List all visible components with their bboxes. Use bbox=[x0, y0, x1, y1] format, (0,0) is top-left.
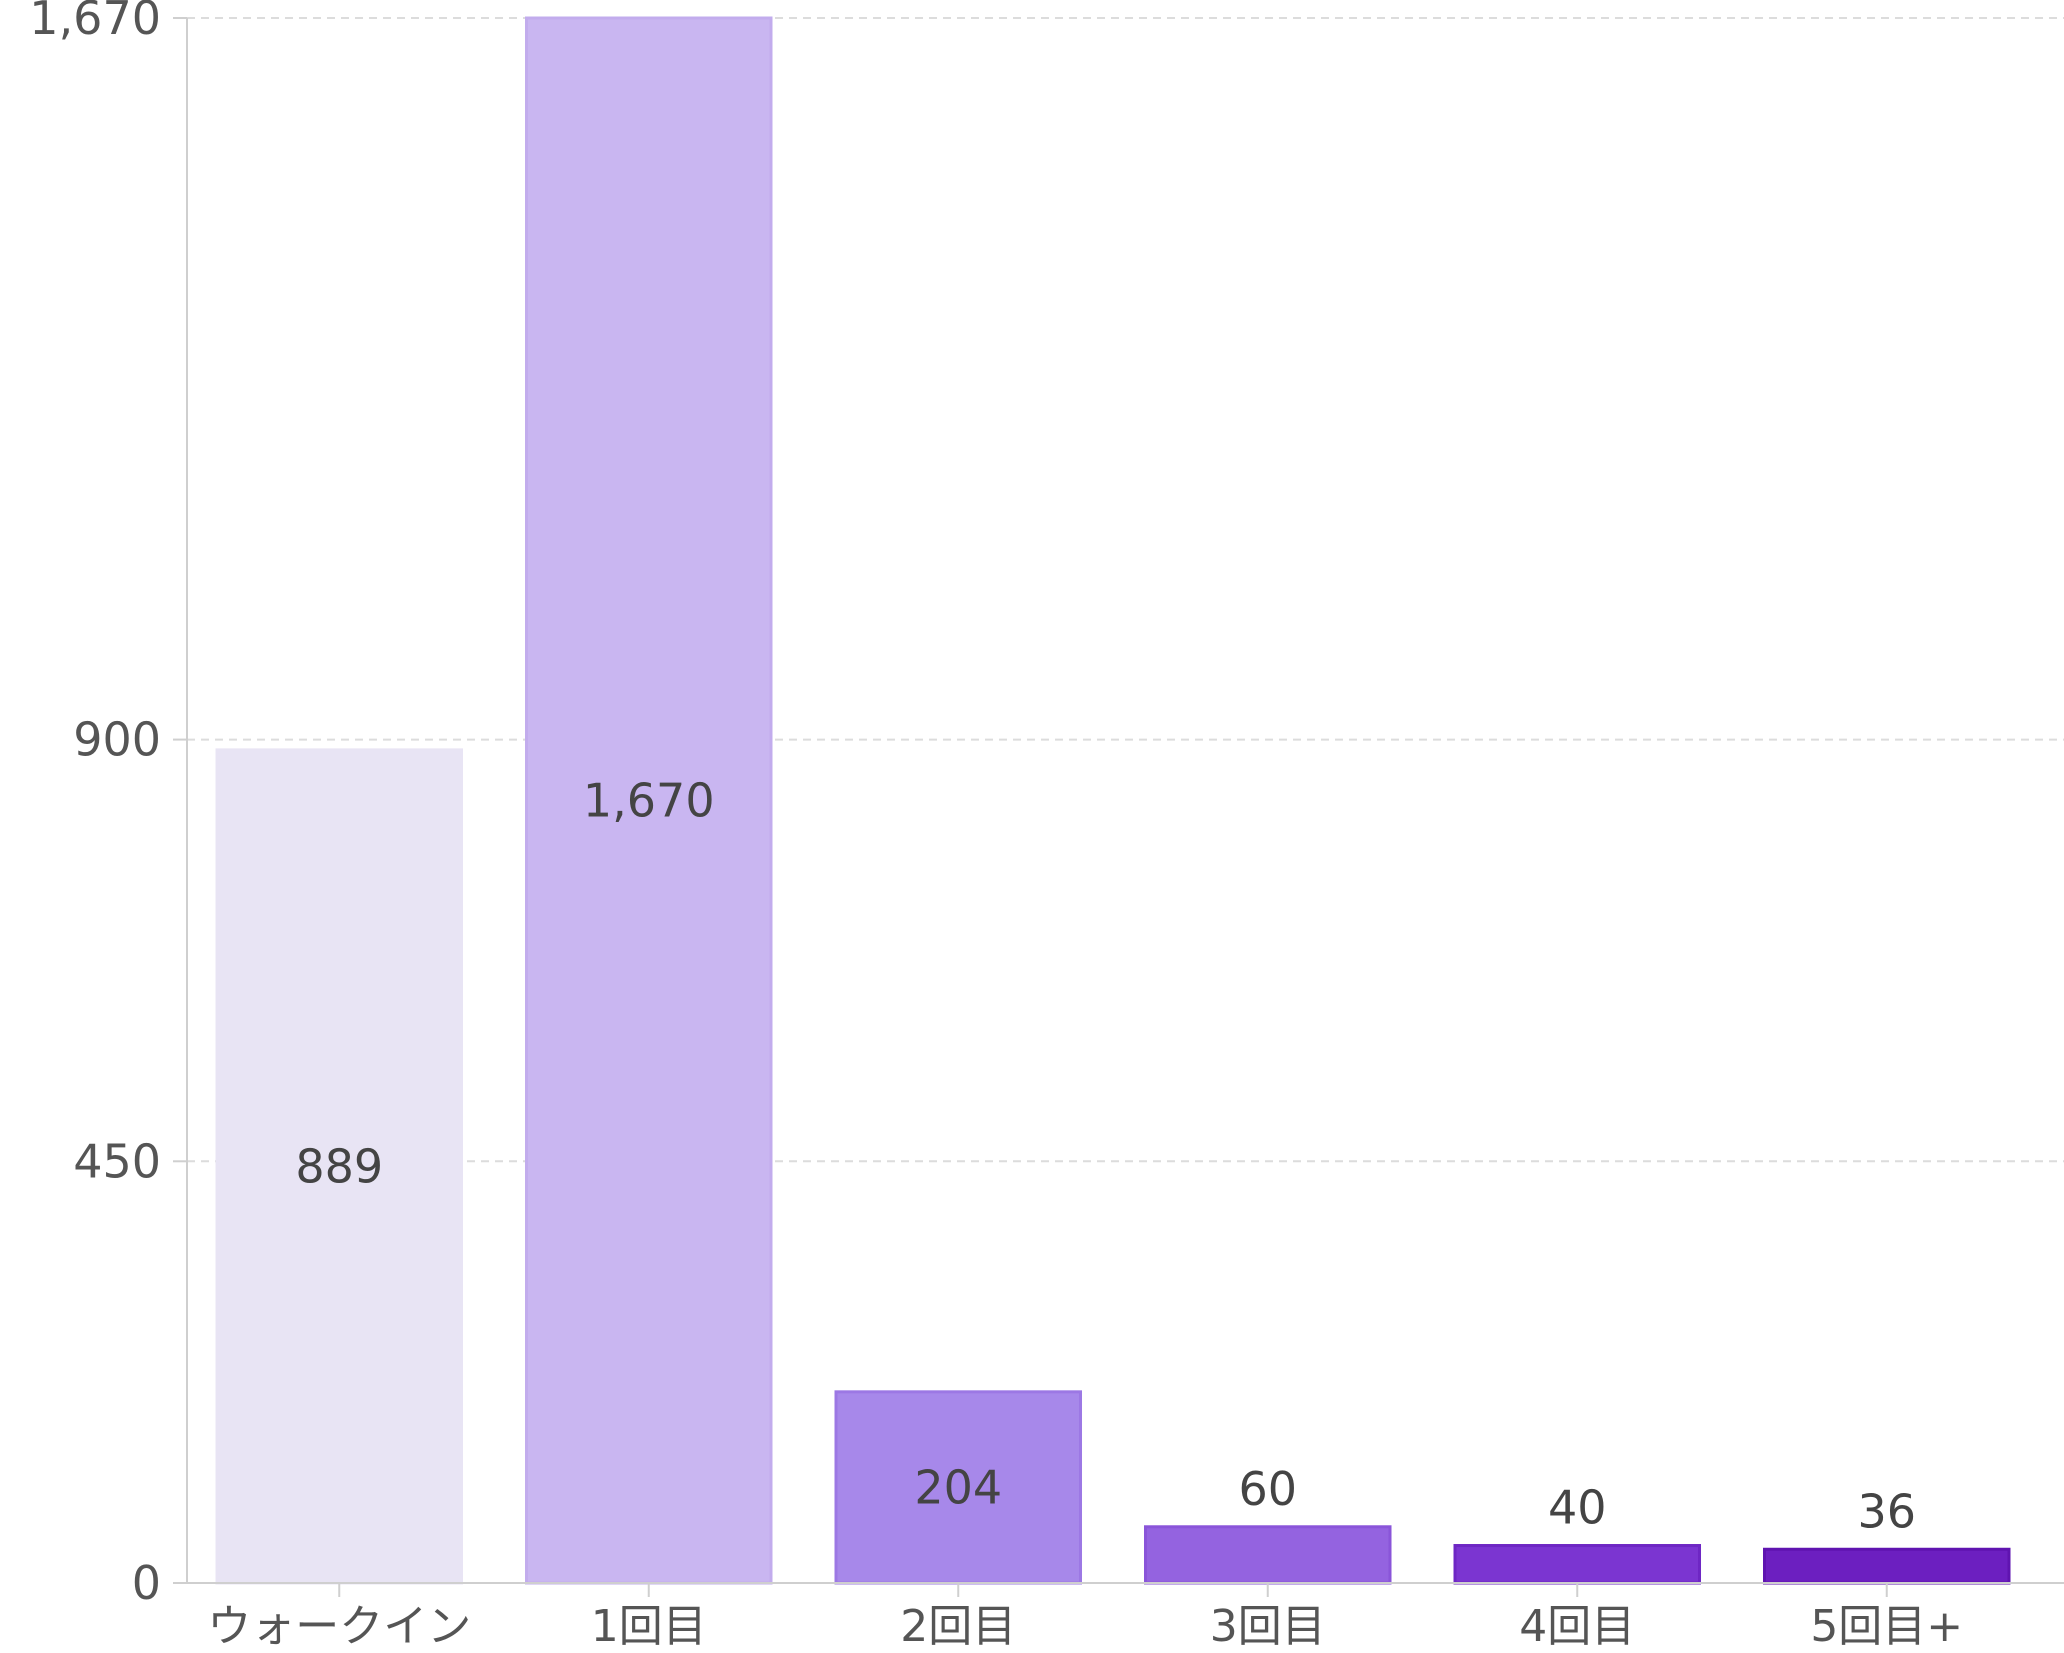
x-category-label: 3回目 bbox=[1210, 1601, 1326, 1649]
bar[interactable] bbox=[1144, 1525, 1392, 1585]
x-category-label: 4回目 bbox=[1519, 1601, 1635, 1649]
x-category-label: 2回目 bbox=[900, 1601, 1016, 1649]
bar[interactable] bbox=[1453, 1544, 1702, 1585]
y-tick-label: 1,670 bbox=[29, 0, 161, 45]
x-category-label: 1回目 bbox=[591, 1601, 707, 1649]
x-category-label: ウォークイン bbox=[207, 1601, 471, 1649]
bar[interactable] bbox=[834, 1390, 1083, 1585]
data-label: 204 bbox=[914, 1460, 1002, 1514]
data-label: 60 bbox=[1238, 1462, 1297, 1516]
y-tick-label: 900 bbox=[73, 713, 161, 767]
bar[interactable] bbox=[525, 16, 773, 1585]
bars bbox=[215, 16, 2011, 1585]
data-label: 1,670 bbox=[583, 774, 715, 828]
grid-lines bbox=[187, 17, 2064, 1163]
data-label: 889 bbox=[295, 1139, 383, 1193]
labels: 0 450 900 1,670 ウォークイン 889 1回目 1,670 2回目 204 3回目 60… bbox=[29, 0, 1963, 1652]
bar[interactable] bbox=[215, 748, 464, 1585]
y-tick-label: 0 bbox=[132, 1556, 161, 1610]
data-label: 36 bbox=[1857, 1484, 1916, 1538]
data-label: 40 bbox=[1548, 1481, 1607, 1535]
y-tick-label: 450 bbox=[73, 1134, 161, 1188]
axes bbox=[173, 17, 2064, 1597]
bar[interactable] bbox=[1763, 1547, 2011, 1585]
x-category-label: 5回目+ bbox=[1810, 1601, 1963, 1649]
